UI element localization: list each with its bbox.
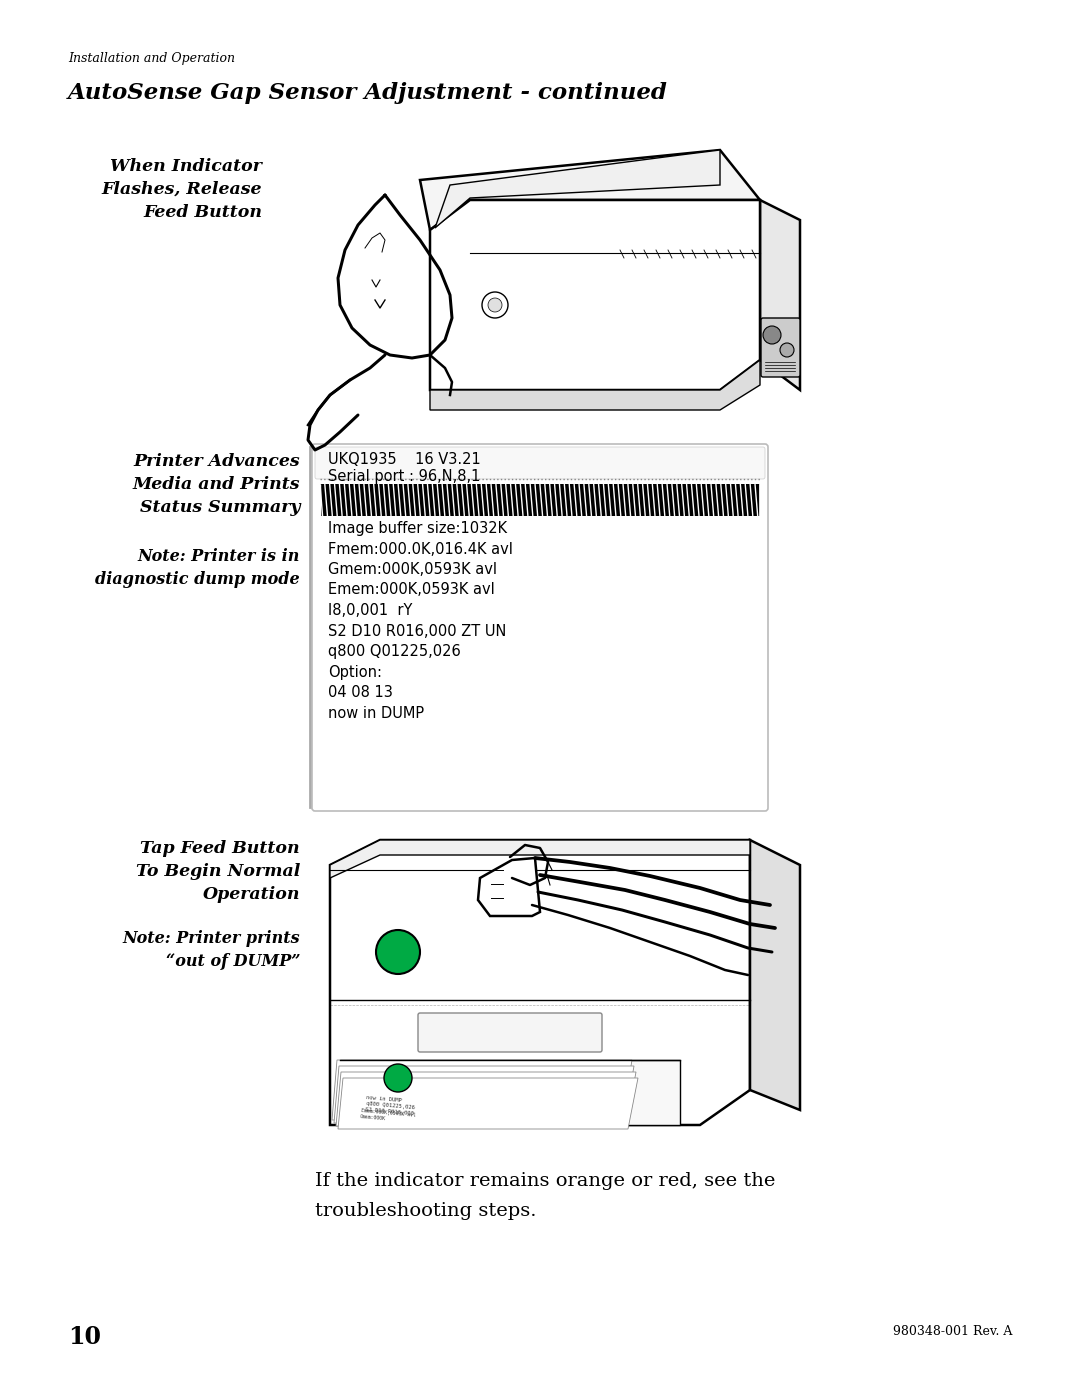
Polygon shape	[330, 840, 750, 1125]
Text: Printer Advances: Printer Advances	[133, 453, 300, 469]
Text: 10: 10	[68, 1324, 102, 1350]
FancyBboxPatch shape	[312, 444, 768, 812]
Text: now in DUMP: now in DUMP	[328, 705, 424, 721]
Circle shape	[488, 298, 502, 312]
Text: When Indicator: When Indicator	[110, 158, 262, 175]
Text: Feed Button: Feed Button	[143, 204, 262, 221]
Text: Operation: Operation	[203, 886, 300, 902]
Text: Status Summary: Status Summary	[139, 499, 300, 515]
Text: Note: Printer prints: Note: Printer prints	[122, 930, 300, 947]
Text: S2 D10 R016,000 ZT UN: S2 D10 R016,000 ZT UN	[328, 623, 507, 638]
Circle shape	[780, 344, 794, 358]
Bar	[320, 483, 760, 515]
Text: Tap Feed Button: Tap Feed Button	[140, 840, 300, 856]
Text: Installation and Operation: Installation and Operation	[68, 52, 235, 66]
Text: diagnostic dump mode: diagnostic dump mode	[95, 571, 300, 588]
Text: AutoSense Gap Sensor Adjustment - continued: AutoSense Gap Sensor Adjustment - contin…	[68, 82, 667, 103]
Circle shape	[762, 326, 781, 344]
Circle shape	[482, 292, 508, 319]
Text: Media and Prints: Media and Prints	[133, 476, 300, 493]
FancyBboxPatch shape	[418, 1013, 602, 1052]
Polygon shape	[420, 149, 760, 231]
Text: Emem:000K,0593K avl: Emem:000K,0593K avl	[328, 583, 495, 598]
Text: Fmem:000.0K,016.4K avl: Fmem:000.0K,016.4K avl	[328, 542, 513, 556]
Polygon shape	[750, 840, 800, 1111]
Text: Gmem:000K,0593K avl: Gmem:000K,0593K avl	[328, 562, 497, 577]
Text: UKQ1935    16 V3.21: UKQ1935 16 V3.21	[328, 453, 481, 467]
Polygon shape	[330, 840, 750, 877]
Text: Option:: Option:	[328, 665, 382, 679]
FancyBboxPatch shape	[315, 447, 765, 479]
Polygon shape	[334, 1066, 634, 1123]
Text: 04 08 13: 04 08 13	[328, 685, 393, 700]
Text: Serial port : 96,N,8,1: Serial port : 96,N,8,1	[328, 469, 481, 483]
FancyBboxPatch shape	[761, 319, 800, 377]
Text: To Begin Normal: To Begin Normal	[136, 863, 300, 880]
Polygon shape	[478, 858, 540, 916]
Text: I8,0,001  rY: I8,0,001 rY	[328, 604, 413, 617]
Polygon shape	[435, 149, 720, 228]
Polygon shape	[430, 360, 760, 409]
Text: Note: Printer is in: Note: Printer is in	[137, 548, 300, 564]
Polygon shape	[430, 200, 760, 390]
Circle shape	[376, 930, 420, 974]
Text: Image buffer size:1032K: Image buffer size:1032K	[328, 521, 508, 536]
Text: 980348-001 Rev. A: 980348-001 Rev. A	[893, 1324, 1012, 1338]
Text: q800 Q01225,026: q800 Q01225,026	[328, 644, 461, 659]
Text: Emem:000K,0593K avl
Gmem:000K: Emem:000K,0593K avl Gmem:000K	[360, 1108, 416, 1123]
Text: now in DUMP
q800 Q01225,026
S2 D10 R016,000: now in DUMP q800 Q01225,026 S2 D10 R016,…	[365, 1095, 415, 1116]
Polygon shape	[336, 1071, 636, 1126]
Text: “out of DUMP”: “out of DUMP”	[165, 953, 300, 970]
Polygon shape	[338, 1078, 638, 1129]
Text: Flashes, Release: Flashes, Release	[102, 182, 262, 198]
Text: If the indicator remains orange or red, see the: If the indicator remains orange or red, …	[315, 1172, 775, 1190]
Polygon shape	[760, 200, 800, 390]
Circle shape	[384, 1065, 411, 1092]
Polygon shape	[332, 1060, 632, 1120]
Text: troubleshooting steps.: troubleshooting steps.	[315, 1201, 537, 1220]
Polygon shape	[340, 1060, 680, 1125]
